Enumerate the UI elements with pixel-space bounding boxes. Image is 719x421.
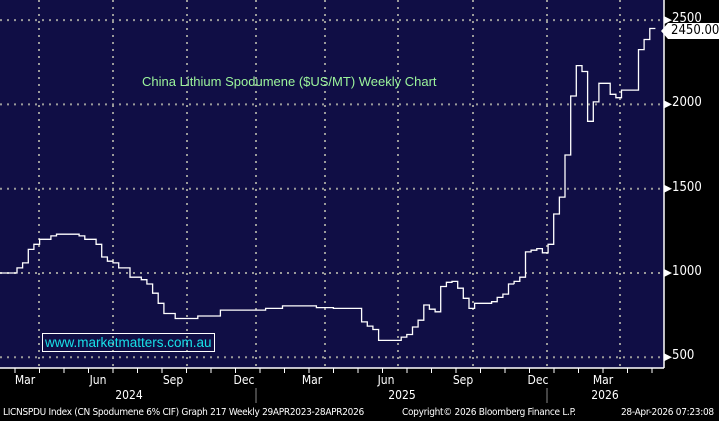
axis-ticks — [14, 16, 672, 373]
footer-copyright: Copyright© 2026 Bloomberg Finance L.P. — [402, 407, 576, 418]
y-tick-label: 1000 — [672, 264, 702, 279]
y-tick — [664, 100, 672, 109]
x-month-label: Mar — [592, 373, 614, 387]
x-month-label: Jun — [377, 373, 395, 387]
last-price-tag: 2450.00 — [660, 23, 719, 39]
x-month-label: Jun — [89, 373, 107, 387]
x-month-label: Mar — [301, 373, 323, 387]
y-tick-label: 500 — [672, 348, 695, 364]
x-month-label: Sep — [162, 373, 184, 387]
gridlines — [0, 0, 664, 368]
y-tick — [664, 184, 672, 193]
y-tick — [664, 353, 672, 362]
y-tick-label: 2000 — [672, 95, 702, 111]
plot-area — [0, 0, 664, 368]
y-tick — [664, 16, 672, 25]
x-month-label: Dec — [527, 373, 549, 387]
spodumene-price-line — [0, 27, 656, 342]
footer-security: LICNSPDU Index (CN Spodumene 6% CIF) Gra… — [3, 407, 364, 418]
x-year-label: 2024 — [115, 388, 143, 402]
y-tick — [664, 269, 672, 277]
x-month-label: Dec — [233, 373, 255, 387]
chart-title: China Lithium Spodumene ($US/MT) Weekly … — [142, 74, 437, 89]
x-year-label: 2025 — [388, 388, 416, 402]
x-year-label: 2026 — [591, 388, 619, 402]
x-month-label: Sep — [452, 373, 474, 387]
x-month-label: Mar — [14, 373, 36, 387]
y-tick-label: 2500 — [672, 11, 702, 27]
footer-timestamp: 28-Apr-2026 07:23:08 — [621, 407, 714, 418]
y-tick-label: 1500 — [672, 179, 702, 195]
watermark-link[interactable]: www.marketmatters.com.au — [42, 333, 215, 352]
